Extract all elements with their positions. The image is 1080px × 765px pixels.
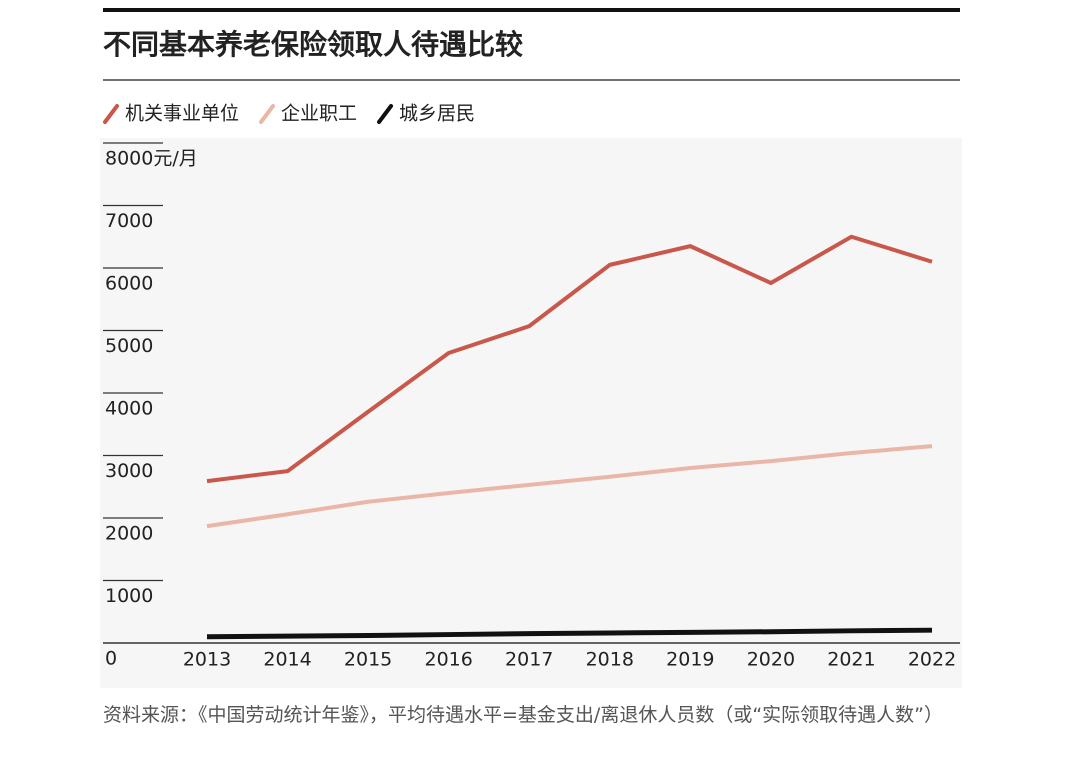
y-tick-label: 4000 [105, 398, 153, 420]
series-line [206, 444, 933, 529]
legend-label: 机关事业单位 [125, 103, 239, 125]
legend-label: 城乡居民 [399, 103, 475, 125]
source-note: 资料来源：《中国劳动统计年鉴》，平均待遇水平=基金支出/离退休人员数（或“实际领… [103, 704, 944, 726]
x-tick-label: 2018 [586, 649, 634, 671]
x-tick-label: 2017 [505, 649, 553, 671]
y-tick-label: 5000 [105, 335, 153, 357]
x-tick-label: 2014 [263, 649, 311, 671]
legend-swatch [103, 104, 119, 124]
y-tick-label: 0 [105, 648, 117, 670]
series-line [206, 627, 933, 640]
y-tick-label: 6000 [105, 273, 153, 295]
y-tick-label: 7000 [105, 210, 153, 232]
x-tick-label: 2015 [344, 649, 392, 671]
chart-title: 不同基本养老保险领取人待遇比较 [103, 28, 523, 61]
plot-background [100, 138, 962, 688]
x-tick-label: 2021 [827, 649, 875, 671]
x-tick-label: 2016 [424, 649, 472, 671]
legend-label: 企业职工 [281, 103, 357, 125]
y-tick-label: 8000元/月 [105, 148, 198, 170]
y-tick-label: 3000 [105, 460, 153, 482]
x-tick-label: 2022 [908, 649, 956, 671]
x-tick-label: 2013 [183, 649, 231, 671]
series-line [206, 234, 933, 484]
x-tick-label: 2019 [666, 649, 714, 671]
legend-swatch [259, 104, 276, 124]
y-tick-label: 2000 [105, 523, 153, 545]
x-tick-label: 2020 [747, 649, 795, 671]
y-tick-label: 1000 [105, 585, 153, 607]
legend-swatch [377, 104, 394, 124]
